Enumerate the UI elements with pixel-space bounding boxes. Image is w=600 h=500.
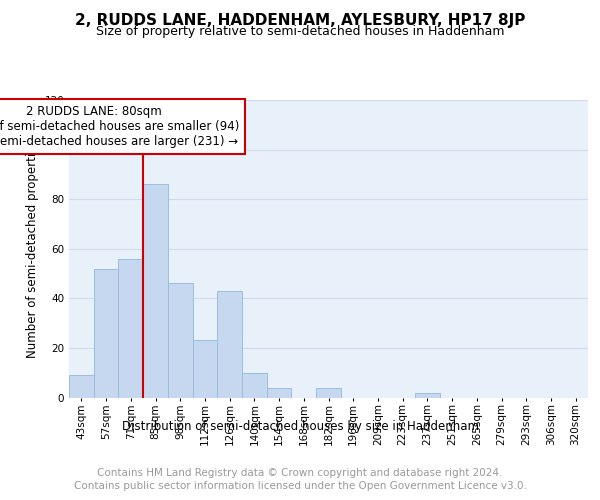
Bar [168,284,193,398]
Bar [69,375,94,398]
Bar [94,268,118,398]
Bar [415,392,440,398]
Y-axis label: Number of semi-detached properties: Number of semi-detached properties [26,140,39,358]
Text: Distribution of semi-detached houses by size in Haddenham: Distribution of semi-detached houses by … [121,420,479,433]
Text: Contains HM Land Registry data © Crown copyright and database right 2024.: Contains HM Land Registry data © Crown c… [97,468,503,477]
Bar [118,258,143,398]
Text: 2, RUDDS LANE, HADDENHAM, AYLESBURY, HP17 8JP: 2, RUDDS LANE, HADDENHAM, AYLESBURY, HP1… [75,12,525,28]
Bar [217,291,242,398]
Text: Contains public sector information licensed under the Open Government Licence v3: Contains public sector information licen… [74,481,526,491]
Bar [143,184,168,398]
Bar [193,340,217,398]
Bar [267,388,292,398]
Text: 2 RUDDS LANE: 80sqm
← 28% of semi-detached houses are smaller (94)
69% of semi-d: 2 RUDDS LANE: 80sqm ← 28% of semi-detach… [0,105,239,148]
Bar [316,388,341,398]
Bar [242,372,267,398]
Text: Size of property relative to semi-detached houses in Haddenham: Size of property relative to semi-detach… [96,25,504,38]
